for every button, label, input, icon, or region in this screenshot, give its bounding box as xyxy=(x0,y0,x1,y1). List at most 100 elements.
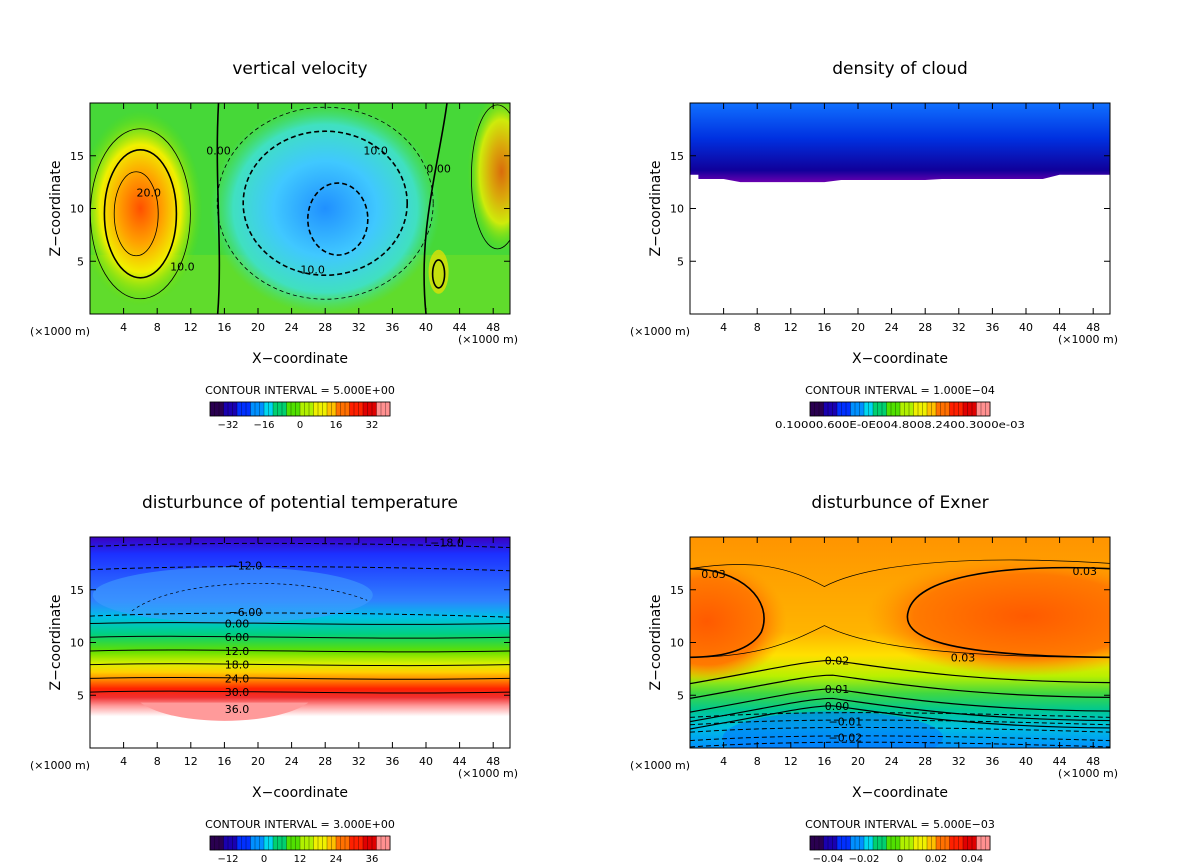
colorbar-cell xyxy=(353,401,359,417)
contour-line-negative xyxy=(216,106,434,300)
colorbar-cell xyxy=(340,401,346,417)
colorbar-cell xyxy=(250,835,256,851)
colorbar: 0.10000.600E-0E004.8008.2400.3000e-03 xyxy=(775,401,1025,431)
contour-line xyxy=(690,659,1110,685)
contour-label: 36.0 xyxy=(225,703,250,716)
contour-label: 20.0 xyxy=(137,187,162,200)
contour-line xyxy=(690,688,1110,713)
contour-label: 0.01 xyxy=(825,683,850,696)
x-tick-label: 28 xyxy=(918,321,932,334)
colorbar-frame xyxy=(209,401,391,417)
x-tick-label: 28 xyxy=(318,755,332,768)
x-tick-label: 16 xyxy=(817,755,831,768)
colorbar-cell xyxy=(236,835,242,851)
colorbar-cell xyxy=(917,835,923,851)
colorbar-cell xyxy=(940,401,946,417)
colorbar-cell xyxy=(308,401,314,417)
colorbar-cell xyxy=(841,401,847,417)
colorbar-tick-label: 0 xyxy=(297,420,303,431)
colorbar-cell xyxy=(814,835,820,851)
x-tick-label: 20 xyxy=(251,321,265,334)
colorbar-cell xyxy=(344,835,350,851)
y-axis-label: Z−coordinate xyxy=(648,161,664,257)
chart-title: density of cloud xyxy=(832,59,968,79)
x-tick-label: 16 xyxy=(217,755,231,768)
colorbar-cell xyxy=(250,401,256,417)
colorbar-cell xyxy=(931,835,937,851)
colorbar-cell xyxy=(872,835,878,851)
x-axis-label: X−coordinate xyxy=(852,785,948,801)
y-tick-label: 15 xyxy=(670,150,684,163)
colorbar-cell xyxy=(290,401,296,417)
x-tick-label: 40 xyxy=(419,755,433,768)
contour-line-negative xyxy=(690,741,1110,748)
colorbar-cell xyxy=(823,401,829,417)
y-tick-label: 15 xyxy=(70,150,84,163)
colorbar-cell xyxy=(809,401,815,417)
colorbar-cell xyxy=(877,401,883,417)
updraft-left xyxy=(90,110,203,307)
y-tick-label: 15 xyxy=(70,584,84,597)
x-tick-label: 20 xyxy=(851,321,865,334)
colorbar-cell xyxy=(349,401,355,417)
colorbar-cell xyxy=(362,401,368,417)
colorbar-tick-label: 0.10000.600E-0E004.8008.2400.3000e-03 xyxy=(775,420,1025,431)
contour-line xyxy=(690,625,1110,658)
colorbar-tick-label: 36 xyxy=(366,854,379,865)
colorbar-tick-label: −12 xyxy=(217,854,238,865)
colorbar-tick-label: −0.02 xyxy=(849,854,880,865)
colorbar-cell xyxy=(317,835,323,851)
x-tick-label: 36 xyxy=(385,321,399,334)
x-unit-right: (×1000 m) xyxy=(458,767,518,780)
contour-label: 10.0 xyxy=(170,261,195,274)
y-tick-label: 5 xyxy=(77,689,84,702)
colorbar-cell xyxy=(877,835,883,851)
contour-label: 0.00 xyxy=(225,618,250,631)
colorbar-cell xyxy=(371,401,377,417)
colorbar-cell xyxy=(899,835,905,851)
contour-line xyxy=(90,649,510,653)
colorbar-cell xyxy=(340,835,346,851)
y-tick-label: 10 xyxy=(670,637,684,650)
colorbar-cell xyxy=(854,401,860,417)
contour-label: 0.03 xyxy=(1073,565,1098,578)
contour-label: 24.0 xyxy=(225,672,250,685)
colorbar-cell xyxy=(367,835,373,851)
contour-line-negative xyxy=(90,542,510,549)
colorbar-cell xyxy=(263,401,269,417)
colorbar-cell xyxy=(922,401,928,417)
colorbar-cell xyxy=(241,401,247,417)
colorbar-cell xyxy=(859,835,865,851)
colorbar-frame xyxy=(809,401,991,417)
x-tick-label: 12 xyxy=(784,321,798,334)
x-tick-label: 24 xyxy=(285,321,299,334)
contour-label: 10.0 xyxy=(300,264,325,277)
colorbar-cell xyxy=(335,835,341,851)
contour-zero xyxy=(423,103,448,314)
colorbar: −0.04 −0.02 0 0.02 0.04 xyxy=(809,835,991,865)
contour-label: −0.01 xyxy=(829,716,863,729)
colorbar-cell xyxy=(890,401,896,417)
contour-label: 6.00 xyxy=(225,631,250,644)
contour-line xyxy=(90,663,510,667)
colorbar-cell xyxy=(236,401,242,417)
colorbar-cell xyxy=(335,401,341,417)
contour-label: −18.0 xyxy=(430,536,464,549)
colorbar-cell xyxy=(935,835,941,851)
colorbar-cell xyxy=(922,835,928,851)
colorbar-cell xyxy=(967,835,973,851)
contour-label: −6.00 xyxy=(229,606,263,619)
colorbar-cell xyxy=(913,401,919,417)
colorbar-cell xyxy=(845,401,851,417)
colorbar-cell xyxy=(895,835,901,851)
contour-label: −0.02 xyxy=(829,731,863,744)
y-tick-label: 10 xyxy=(70,203,84,216)
colorbar-cell xyxy=(326,835,332,851)
x-tick-label: 48 xyxy=(486,755,500,768)
colorbar-cell xyxy=(272,835,278,851)
y-tick-label: 5 xyxy=(677,255,684,268)
x-tick-label: 8 xyxy=(754,321,761,334)
contour-label: 12.0 xyxy=(225,645,250,658)
x-tick-label: 40 xyxy=(419,321,433,334)
field-cloud xyxy=(690,103,1110,314)
